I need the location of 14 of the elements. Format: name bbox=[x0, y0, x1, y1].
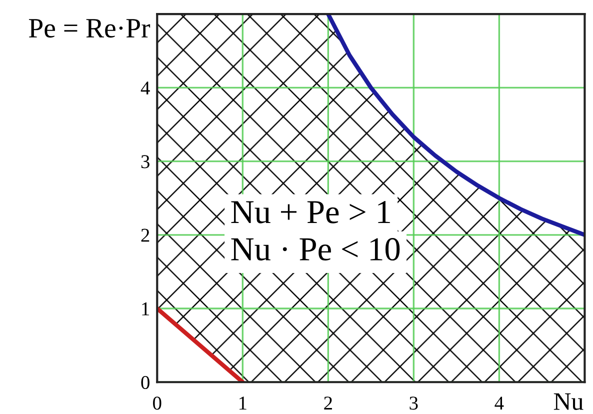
x-tick-label: 3 bbox=[410, 396, 418, 410]
y-tick-label: 3 bbox=[141, 155, 150, 168]
y-axis-title: Pe = Re·Pr bbox=[28, 19, 150, 38]
annotation: Nu · Pe < 10 bbox=[231, 238, 400, 261]
x-axis-title: Nu bbox=[554, 393, 584, 410]
x-tick-label: 2 bbox=[324, 396, 332, 410]
x-tick-label: 4 bbox=[494, 396, 504, 410]
y-tick-label: 2 bbox=[141, 228, 150, 242]
y-tick-label: 0 bbox=[141, 376, 150, 390]
annotation: Nu + Pe > 1 bbox=[231, 201, 390, 224]
x-tick-label: 1 bbox=[240, 396, 246, 410]
y-tick-label: 4 bbox=[140, 82, 150, 94]
x-tick-label: 0 bbox=[153, 396, 162, 410]
y-tick-label: 1 bbox=[142, 302, 150, 316]
